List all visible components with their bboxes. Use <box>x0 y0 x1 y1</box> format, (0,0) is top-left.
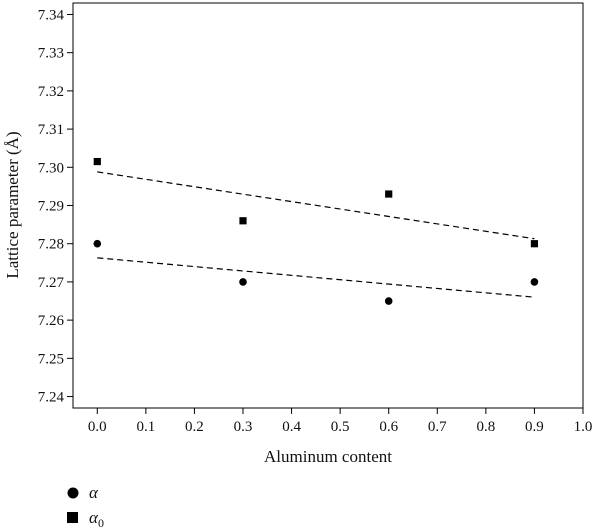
legend-label-alpha: α <box>89 483 99 502</box>
legend-label-alpha0-subscript: 0 <box>98 516 104 530</box>
x-tick-label: 0.2 <box>185 419 204 435</box>
legend-item-alpha0: α0 <box>67 508 104 530</box>
y-tick-label: 7.29 <box>38 199 64 215</box>
legend-item-alpha: α <box>67 483 99 502</box>
y-tick-label: 7.30 <box>38 160 64 176</box>
alpha-data-point <box>384 297 393 305</box>
alpha0-trendline <box>97 171 535 240</box>
alpha-data-point <box>93 239 102 248</box>
alpha-data-point <box>530 278 539 286</box>
y-tick-label: 7.28 <box>38 237 64 253</box>
alpha0-data-point <box>93 157 101 166</box>
x-tick-label: 0.9 <box>525 419 544 435</box>
x-tick-label: 0.6 <box>379 419 398 435</box>
legend: α α0 <box>67 483 104 530</box>
y-tick-label: 7.26 <box>38 313 65 329</box>
y-tick-label: 7.33 <box>38 46 64 62</box>
x-tick-label: 1.0 <box>574 419 593 435</box>
y-axis-ticks: 7.24 7.25 7.26 7.27 7.28 7.29 7.30 7.31 7.32 7.33… <box>38 7 73 406</box>
x-axis-ticks: 0.0 0.1 0.2 0.3 0.4 0.5 0.6 0.7 0.8 0.9 1.0 <box>88 408 592 435</box>
alpha0-data-point <box>239 217 247 225</box>
legend-square-marker <box>67 512 78 523</box>
x-tick-label: 0.8 <box>476 419 495 435</box>
y-tick-label: 7.34 <box>38 7 65 23</box>
alpha-data-point <box>239 278 247 286</box>
x-tick-label: 0.1 <box>136 419 155 435</box>
data-markers <box>93 157 539 305</box>
x-axis-label: Aluminum content <box>264 447 392 466</box>
y-tick-label: 7.32 <box>38 84 64 100</box>
plot-frame <box>72 2 584 409</box>
y-tick-label: 7.25 <box>38 351 64 367</box>
trendlines <box>97 171 535 298</box>
legend-circle-marker <box>67 487 79 499</box>
alpha-trendline <box>97 257 535 298</box>
alpha0-data-point <box>530 240 539 248</box>
alpha0-data-point <box>385 190 393 198</box>
y-axis-label: Lattice parameter (Å) <box>3 131 22 278</box>
legend-label-alpha0: α0 <box>89 508 104 530</box>
y-tick-label: 7.31 <box>38 122 64 138</box>
x-tick-label: 0.4 <box>282 419 301 435</box>
x-tick-label: 0.7 <box>428 419 447 435</box>
x-tick-label: 0.3 <box>234 419 253 435</box>
legend-label-alpha0-main: α <box>89 508 99 527</box>
x-tick-label: 0.0 <box>88 419 107 435</box>
y-tick-label: 7.24 <box>38 390 65 406</box>
y-tick-label: 7.27 <box>38 275 65 291</box>
x-tick-label: 0.5 <box>331 419 350 435</box>
